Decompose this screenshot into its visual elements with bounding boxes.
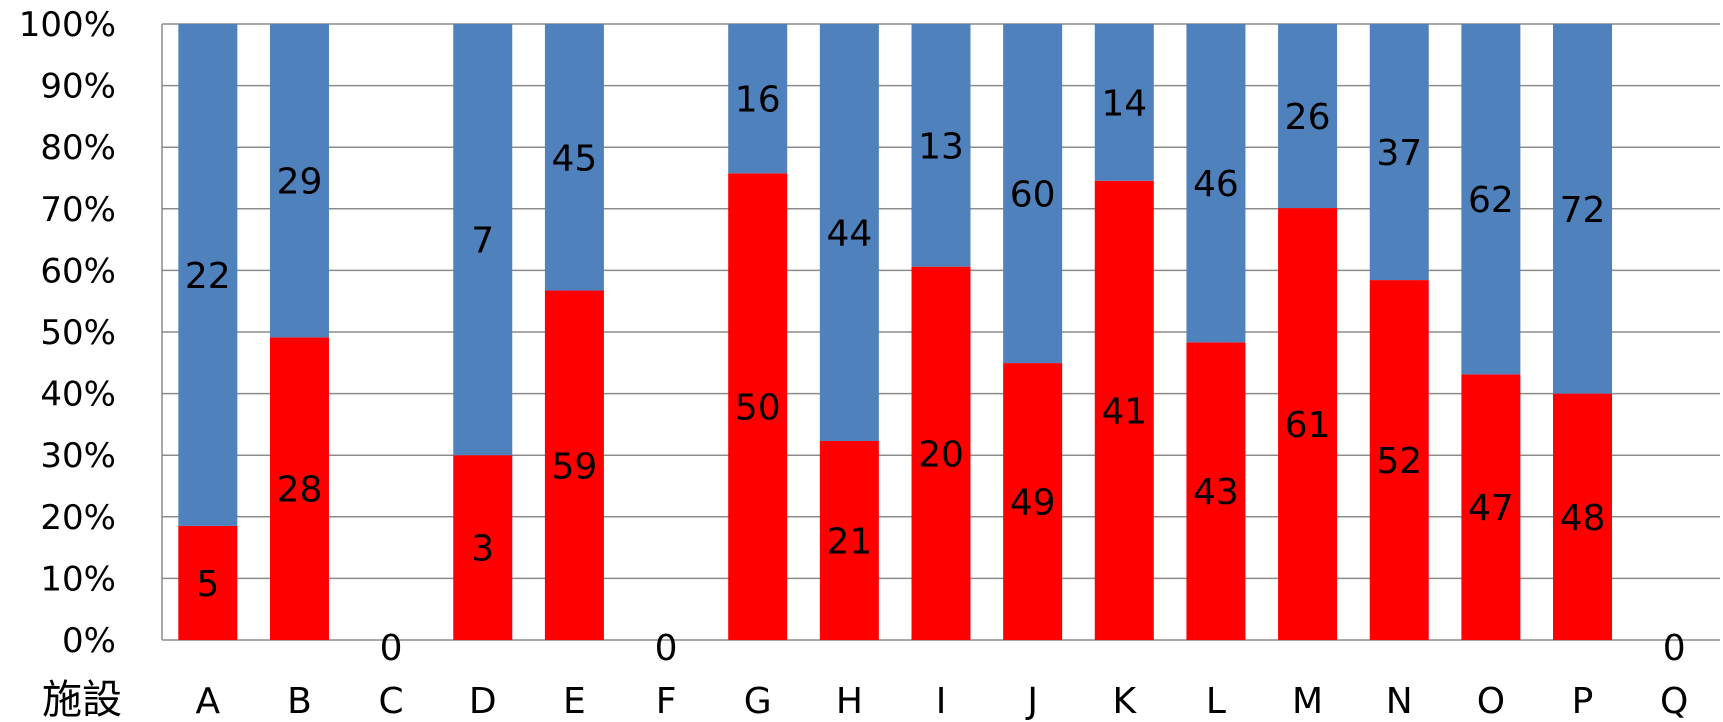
bar-segment-series-2 — [1553, 24, 1613, 394]
x-tick-label: N — [1386, 681, 1413, 722]
data-label: 21 — [826, 521, 872, 562]
data-label: 29 — [277, 162, 323, 203]
data-label: 50 — [735, 388, 781, 429]
bar-segment-series-2 — [544, 24, 604, 291]
y-tick-label: 10% — [40, 559, 116, 599]
bar-segment-series-1 — [269, 337, 329, 640]
x-tick-label: D — [469, 681, 497, 722]
x-tick-label: H — [836, 681, 863, 722]
y-tick-label: 80% — [40, 128, 116, 168]
data-label: 22 — [185, 256, 231, 297]
bar-segment-series-2 — [1186, 24, 1246, 343]
x-tick-label: F — [656, 681, 677, 722]
bar-segment-series-1 — [911, 266, 971, 640]
data-label: 45 — [552, 138, 598, 179]
bar-segment-series-1 — [1553, 393, 1613, 640]
bar-segment-series-2 — [1461, 24, 1521, 375]
y-tick-label: 90% — [40, 67, 116, 107]
bar-segment-series-2 — [728, 24, 788, 174]
y-tick-label: 50% — [40, 313, 116, 353]
data-label: 14 — [1101, 83, 1147, 124]
x-tick-label: J — [1025, 681, 1038, 722]
data-label: 7 — [471, 221, 494, 262]
data-label: 72 — [1560, 190, 1606, 231]
y-tick-label: 20% — [40, 498, 116, 538]
y-axis-ticks: 0% 10% 20% 30% 40% 50% 60% 70% 80% 90% 100% — [19, 5, 116, 661]
data-label: 46 — [1193, 164, 1239, 205]
bar-segment-series-2 — [178, 24, 238, 526]
data-label: 62 — [1468, 180, 1514, 221]
x-tick-label: C — [379, 681, 404, 722]
data-label: 59 — [552, 446, 598, 487]
x-tick-label: L — [1206, 681, 1226, 722]
bar-segment-series-1 — [728, 173, 788, 641]
data-label: 5 — [196, 564, 219, 605]
x-tick-label: E — [563, 681, 586, 722]
x-tick-label: O — [1477, 681, 1505, 722]
bar-segment-series-2 — [453, 24, 513, 456]
data-label: 28 — [277, 470, 323, 511]
data-label: 52 — [1376, 441, 1422, 482]
x-tick-label: G — [744, 681, 772, 722]
x-tick-label: K — [1112, 681, 1137, 722]
y-tick-label: 60% — [40, 251, 116, 291]
data-label: 0 — [1663, 628, 1686, 669]
bar-segment-series-2 — [911, 24, 971, 267]
bar-segment-series-1 — [1186, 342, 1246, 640]
x-tick-label: P — [1572, 681, 1594, 722]
bar-segment-series-1 — [1094, 180, 1154, 641]
data-label: 0 — [655, 628, 678, 669]
data-label: 44 — [826, 213, 872, 254]
x-tick-label: M — [1292, 681, 1323, 722]
bar-segment-series-1 — [1461, 374, 1521, 640]
x-axis-ticks: A B C D E F G H I J K L M N O P Q — [196, 681, 1689, 722]
data-label: 3 — [471, 529, 494, 570]
bar-segment-series-2 — [1278, 24, 1338, 209]
data-label: 48 — [1560, 498, 1606, 539]
x-axis-title: 施設 — [42, 677, 122, 722]
bar-segment-series-1 — [819, 440, 879, 640]
y-tick-label: 70% — [40, 190, 116, 230]
bar-segment-series-1 — [453, 455, 513, 640]
y-tick-label: 30% — [40, 436, 116, 476]
data-label: 41 — [1101, 391, 1147, 432]
y-tick-label: 100% — [19, 5, 116, 45]
data-label: 43 — [1193, 472, 1239, 513]
bar-segment-series-1 — [1003, 363, 1063, 640]
x-tick-label: I — [936, 681, 947, 722]
bar-segment-series-1 — [178, 525, 238, 640]
data-label: 16 — [735, 80, 781, 121]
bars: 5222829037594505016214420134960411443466… — [178, 24, 1686, 669]
x-tick-label: Q — [1660, 681, 1688, 722]
bar-segment-series-2 — [1369, 24, 1429, 281]
bar-segment-series-2 — [1094, 24, 1154, 181]
data-label: 61 — [1285, 405, 1331, 446]
data-label: 47 — [1468, 488, 1514, 529]
data-label: 49 — [1010, 483, 1056, 524]
y-tick-label: 40% — [40, 375, 116, 415]
data-label: 0 — [380, 628, 403, 669]
bar-segment-series-2 — [1003, 24, 1063, 364]
x-tick-label: B — [287, 681, 312, 722]
bar-segment-series-2 — [819, 24, 879, 441]
data-label: 60 — [1010, 175, 1056, 216]
bar-segment-series-2 — [269, 24, 329, 338]
bar-segment-series-1 — [1278, 208, 1338, 640]
y-tick-label: 0% — [62, 621, 116, 661]
x-tick-label: A — [196, 681, 221, 722]
data-label: 26 — [1285, 97, 1331, 138]
data-label: 37 — [1376, 133, 1422, 174]
bar-segment-series-1 — [544, 290, 604, 640]
data-label: 13 — [918, 126, 964, 167]
data-label: 20 — [918, 434, 964, 475]
bar-segment-series-1 — [1369, 280, 1429, 640]
